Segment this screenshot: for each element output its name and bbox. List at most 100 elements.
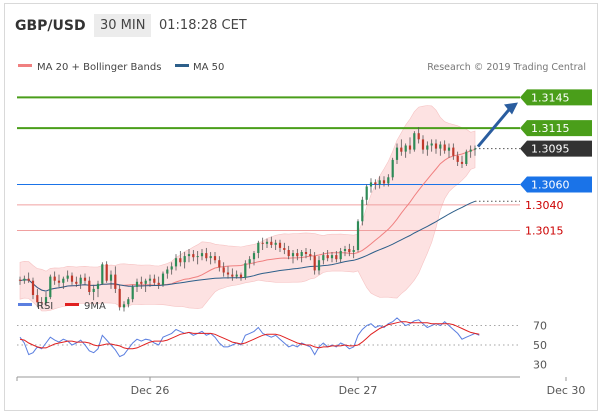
candle-body bbox=[144, 280, 147, 284]
rsi-tick-70: 70 bbox=[533, 320, 547, 333]
forecast-arrow-head bbox=[504, 102, 518, 115]
ma50-line bbox=[19, 200, 476, 292]
bollinger-band bbox=[19, 105, 476, 312]
candle-body bbox=[244, 263, 247, 278]
level-label-1.3095: 1.3095 bbox=[531, 143, 570, 156]
ma50-legend-swatch bbox=[175, 64, 189, 67]
candle-body bbox=[395, 147, 399, 160]
candle-body bbox=[248, 259, 251, 264]
candle-body bbox=[148, 278, 152, 281]
rsi-legend-swatch bbox=[18, 303, 32, 306]
candle-body bbox=[335, 255, 338, 260]
candle-body bbox=[439, 144, 442, 149]
price-levels bbox=[17, 96, 520, 232]
moving-averages bbox=[19, 148, 476, 292]
ma9-legend-label: 9MA bbox=[84, 301, 106, 312]
ma50-legend-label: MA 50 bbox=[193, 62, 224, 73]
candle-body bbox=[135, 281, 139, 287]
candle-body bbox=[18, 279, 22, 281]
candle-body bbox=[231, 274, 234, 277]
candle-body bbox=[209, 256, 212, 259]
candle-body bbox=[374, 182, 377, 185]
candle-body bbox=[88, 280, 91, 292]
x-tick-label: Dec 30 bbox=[547, 384, 586, 397]
candle-body bbox=[413, 133, 416, 150]
candle-body bbox=[421, 139, 425, 150]
candle-body bbox=[49, 276, 52, 298]
candle-body bbox=[460, 161, 464, 164]
rsi-panel: 70 50 30 bbox=[17, 317, 547, 371]
candle-body bbox=[369, 182, 373, 187]
candle-body bbox=[140, 281, 143, 284]
candle-body bbox=[235, 274, 238, 277]
candles bbox=[18, 127, 477, 312]
rsi-legend-label: RSI bbox=[37, 301, 53, 312]
candle-body bbox=[452, 147, 455, 156]
price-chart: MA 20 + Bollinger Bands MA 50 Research ©… bbox=[16, 62, 592, 397]
candle-body bbox=[326, 255, 329, 259]
ma9-line bbox=[19, 321, 480, 350]
candle-body bbox=[296, 253, 299, 257]
candle-body bbox=[131, 286, 134, 300]
bollinger-band-area bbox=[19, 105, 476, 312]
candle-body bbox=[109, 274, 113, 281]
level-tag-1.3115 bbox=[520, 120, 592, 137]
x-tick-label: Dec 26 bbox=[131, 384, 170, 397]
candle-body bbox=[426, 145, 429, 150]
candle-body bbox=[356, 221, 360, 250]
candle-body bbox=[352, 250, 355, 252]
instrument-title: GBP/USD bbox=[15, 18, 86, 34]
ma20-legend-swatch bbox=[18, 64, 32, 67]
x-tick-label: Dec 27 bbox=[339, 384, 378, 397]
candle-body bbox=[179, 258, 182, 263]
candle-body bbox=[434, 143, 438, 149]
level-tag-1.3060 bbox=[520, 176, 592, 193]
candle-body bbox=[430, 143, 433, 146]
level-tag-1.3095 bbox=[520, 140, 592, 157]
candle-body bbox=[101, 264, 104, 284]
candle-body bbox=[469, 149, 472, 152]
candle-body bbox=[187, 254, 191, 257]
candle-body bbox=[127, 299, 130, 305]
candle-body bbox=[44, 297, 48, 304]
ma20-legend-label: MA 20 + Bollinger Bands bbox=[37, 62, 161, 73]
candle-body bbox=[391, 159, 394, 178]
candle-body bbox=[270, 241, 273, 245]
candle-body bbox=[265, 241, 269, 244]
candle-body bbox=[257, 242, 260, 253]
candle-body bbox=[239, 274, 243, 278]
candle-body bbox=[339, 251, 342, 260]
candle-body bbox=[66, 275, 69, 279]
candle-body bbox=[92, 288, 95, 292]
candle-body bbox=[36, 295, 39, 303]
candle-body bbox=[309, 254, 312, 257]
candle-body bbox=[447, 147, 451, 151]
ma9-legend-swatch bbox=[65, 303, 79, 306]
level-label-1.3145: 1.3145 bbox=[531, 91, 570, 104]
candle-body bbox=[365, 186, 368, 200]
candle-body bbox=[70, 275, 74, 282]
candle-body bbox=[283, 248, 286, 250]
candle-body bbox=[161, 273, 165, 285]
timeframe-badge[interactable]: 30 MIN bbox=[94, 14, 152, 37]
candle-body bbox=[62, 278, 65, 283]
candle-body bbox=[378, 180, 381, 185]
candle-body bbox=[183, 256, 186, 263]
candle-body bbox=[382, 180, 386, 184]
candle-body bbox=[53, 276, 56, 281]
candle-body bbox=[213, 256, 217, 261]
candle-body bbox=[157, 282, 160, 285]
candle-body bbox=[75, 281, 78, 284]
candle-body bbox=[291, 253, 295, 257]
candle-body bbox=[261, 242, 264, 244]
level-tag-1.3145 bbox=[520, 89, 592, 106]
candle-body bbox=[408, 145, 412, 150]
candle-body bbox=[348, 249, 351, 253]
candle-body bbox=[122, 304, 126, 308]
rsi-tick-50: 50 bbox=[533, 339, 547, 352]
candle-body bbox=[205, 253, 208, 259]
candle-body bbox=[114, 274, 117, 289]
candle-body bbox=[192, 254, 195, 258]
level-label-1.3115: 1.3115 bbox=[531, 122, 570, 135]
candle-body bbox=[118, 288, 121, 308]
